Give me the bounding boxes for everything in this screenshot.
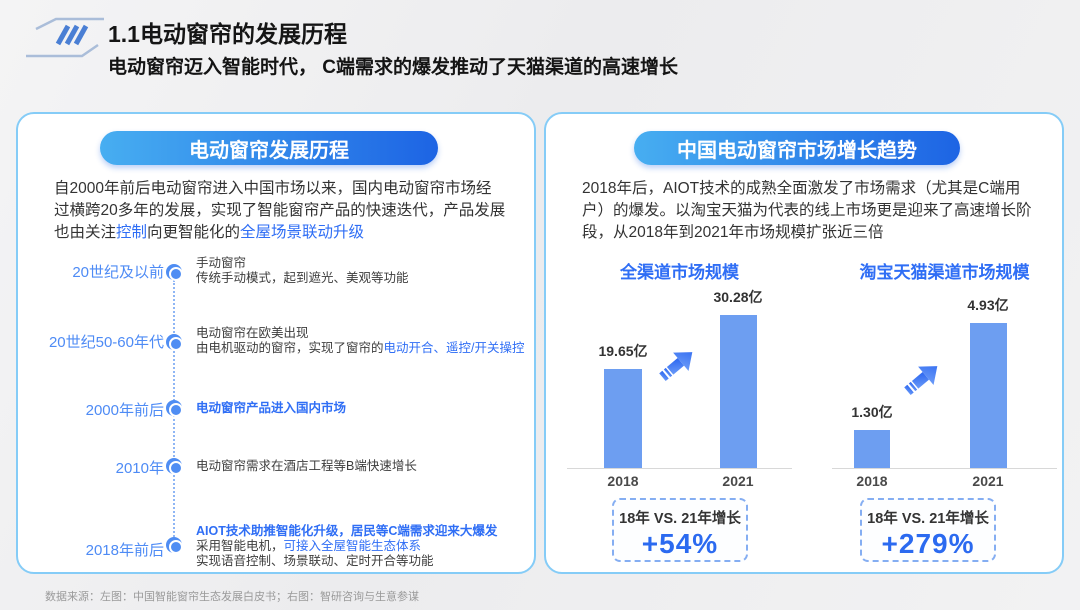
x-axis-label: 2018 [856, 473, 888, 489]
bar [970, 323, 1007, 468]
growth-box-taobao-tmall: 18年 VS. 21年增长 +279% [860, 498, 996, 562]
bar [854, 430, 890, 468]
timeline-dot-icon [166, 400, 183, 417]
timeline-period: 2010年 [115, 460, 164, 477]
chart-title-taobao-tmall: 淘宝天猫渠道市场规模 [859, 263, 1030, 282]
bar-value-label: 30.28亿 [713, 289, 763, 305]
growth-box-label: 18年 VS. 21年增长 [867, 511, 989, 527]
page-subtitle: 电动窗帘迈入智能时代， C端需求的爆发推动了天猫渠道的高速增长 [108, 57, 679, 78]
bar-value-label: 1.30亿 [851, 404, 893, 420]
timeline-event-desc: 传统手动模式，起到遮光、美观等功能 [196, 271, 409, 285]
chart-taobao-tmall: 1.30亿 4.93亿 2018 2021 [832, 279, 1057, 489]
chart-all-channel: 19.65亿 30.28亿 2018 2021 [567, 279, 792, 489]
bar [604, 369, 642, 468]
timeline-event-title: AIOT技术助推智能化升级，居民等C端需求迎来大爆发 [196, 524, 498, 538]
timeline-event-title: 电动窗帘在欧美出现 [196, 326, 309, 340]
development-history-panel: 电动窗帘发展历程 自2000年前后电动窗帘进入中国市场以来，国内电动窗帘市场经过… [16, 112, 536, 574]
x-axis-label: 2018 [607, 473, 639, 489]
x-axis-label: 2021 [722, 473, 754, 489]
market-growth-panel: 中国电动窗帘市场增长趋势 2018年后，AIOT技术的成熟全面激发了市场需求（尤… [544, 112, 1064, 574]
timeline-dot-icon [166, 334, 183, 351]
growth-box-label: 18年 VS. 21年增长 [619, 511, 741, 527]
timeline-period: 20世纪50-60年代 [48, 334, 164, 351]
growth-arrow-icon [659, 352, 693, 382]
left-panel-intro: 自2000年前后电动窗帘进入中国市场以来，国内电动窗帘市场经过横跨20多年的发展… [54, 180, 506, 241]
logo-icon [26, 17, 104, 58]
timeline-dot-icon [166, 458, 183, 475]
right-panel-intro: 2018年后，AIOT技术的成熟全面激发了市场需求（尤其是C端用户）的爆发。以淘… [582, 180, 1032, 241]
bar [720, 315, 757, 468]
x-axis-label: 2021 [972, 473, 1004, 489]
data-source-note: 数据来源：左图：中国智能窗帘生态发展白皮书；右图：智研咨询与生意参谋 [45, 591, 419, 603]
growth-box-value: +279% [881, 528, 975, 559]
growth-box-value: +54% [641, 528, 719, 559]
timeline-period: 2018年前后 [85, 542, 164, 559]
bar-value-label: 4.93亿 [967, 297, 1009, 313]
right-panel-badge: 中国电动窗帘市场增长趋势 [634, 131, 960, 165]
growth-box-all-channel: 18年 VS. 21年增长 +54% [612, 498, 748, 562]
bar-value-label: 19.65亿 [598, 343, 648, 359]
timeline-event-desc: 实现语音控制、场景联动、定时开合等功能 [196, 554, 434, 568]
left-panel-badge: 电动窗帘发展历程 [100, 131, 438, 165]
timeline-period: 20世纪及以前 [72, 264, 164, 281]
timeline-dot-icon [166, 264, 183, 281]
timeline-dot-icon [166, 537, 183, 554]
timeline-event-desc: 采用智能电机，可接入全屋智能生态体系 [196, 539, 422, 553]
timeline-event-title: 手动窗帘 [196, 256, 247, 270]
page-title: 1.1电动窗帘的发展历程 [108, 21, 347, 47]
timeline-event-desc: 由电机驱动的窗帘，实现了窗帘的电动开合、遥控/开关操控 [196, 341, 525, 355]
timeline-event-title: 电动窗帘产品进入国内市场 [196, 401, 347, 415]
growth-arrow-icon [904, 366, 938, 396]
chart-title-all-channel: 全渠道市场规模 [620, 263, 739, 282]
timeline-period: 2000年前后 [85, 402, 164, 419]
timeline-event-title: 电动窗帘需求在酒店工程等B端快速增长 [196, 459, 417, 473]
